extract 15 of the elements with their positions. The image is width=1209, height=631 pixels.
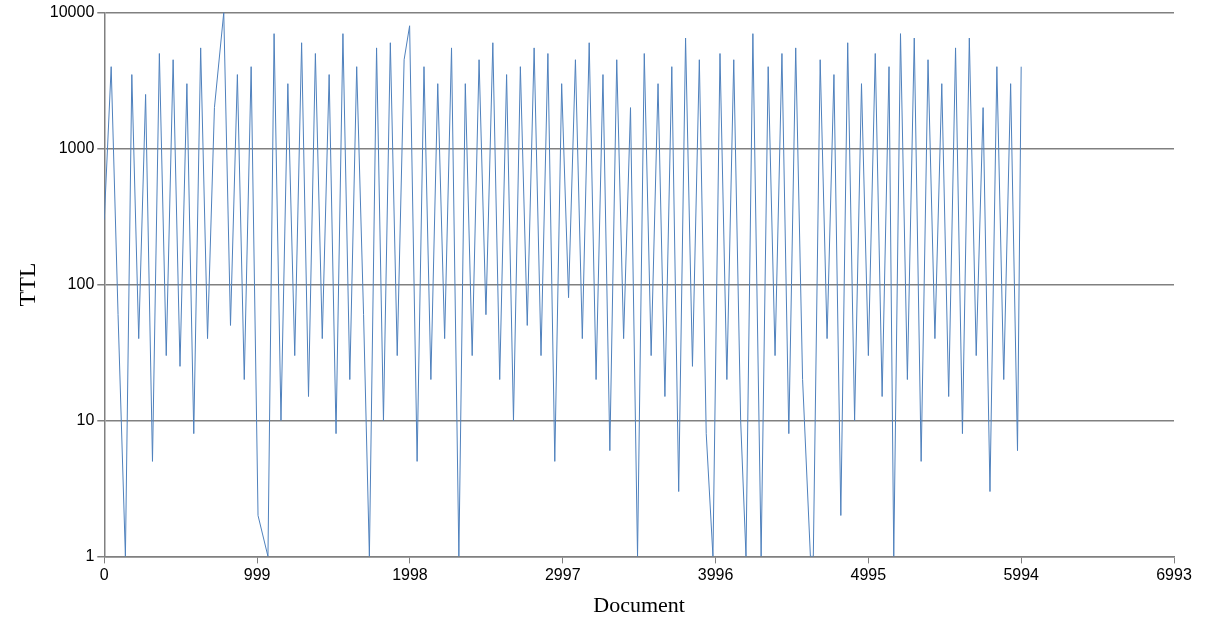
x-tick-label: 999 — [243, 566, 271, 584]
y-tick-label: 10000 — [49, 3, 95, 21]
x-tick-label: 4995 — [850, 566, 887, 584]
x-tick-label: 2997 — [544, 566, 581, 584]
y-tick-label: 1000 — [58, 138, 95, 156]
y-axis-title: TTL — [13, 262, 40, 307]
x-tick-label: 1998 — [392, 566, 428, 584]
y-tick-label: 10 — [76, 410, 95, 428]
x-tick-label: 0 — [99, 566, 109, 584]
y-tick-label: 1 — [85, 546, 95, 564]
x-tick-label: 6993 — [1156, 566, 1192, 584]
x-tick-label: 3996 — [697, 566, 734, 584]
x-axis-title: Document — [593, 591, 685, 617]
y-tick-label: 100 — [67, 274, 95, 292]
x-tick-label: 5994 — [1003, 566, 1040, 584]
